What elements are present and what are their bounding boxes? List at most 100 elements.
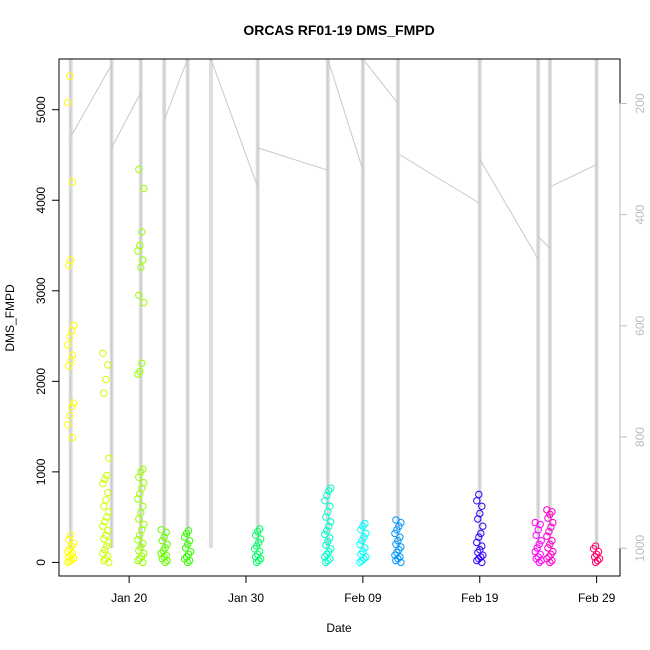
data-point-rf08 bbox=[361, 519, 369, 528]
data-point-rf12 bbox=[545, 527, 553, 536]
data-point-rf08 bbox=[361, 544, 369, 552]
data-point-rf07 bbox=[326, 534, 334, 542]
overlay-profile-band bbox=[395, 59, 400, 549]
data-point-rf04 bbox=[158, 537, 166, 545]
data-point-rf02 bbox=[102, 496, 110, 504]
data-point-rf06 bbox=[257, 535, 265, 543]
data-point-rf03 bbox=[135, 515, 143, 523]
x-tick-label: Feb 19 bbox=[461, 591, 499, 605]
x-tick-label: Jan 30 bbox=[228, 591, 264, 605]
data-point-rf01 bbox=[69, 178, 77, 186]
overlay-profile-band bbox=[547, 59, 552, 549]
data-point-rf02 bbox=[99, 522, 107, 530]
y-tick-label: 4000 bbox=[34, 187, 48, 214]
data-point-rf02 bbox=[100, 535, 108, 543]
data-point-rf09 bbox=[395, 522, 403, 530]
data-point-rf01 bbox=[64, 98, 72, 107]
data-point-rf02 bbox=[101, 546, 109, 554]
data-point-rf10 bbox=[479, 522, 487, 530]
data-point-rf08 bbox=[357, 526, 365, 534]
data-point-rf03 bbox=[139, 465, 147, 473]
data-point-rf12 bbox=[548, 508, 556, 516]
data-point-rf11 bbox=[531, 518, 539, 527]
right-tick-label: 200 bbox=[633, 93, 647, 113]
overlay-polyline bbox=[70, 57, 598, 549]
data-point-rf11 bbox=[533, 544, 541, 552]
data-point-rf05 bbox=[184, 527, 193, 535]
data-point-rf07 bbox=[323, 491, 331, 500]
data-point-rf01 bbox=[66, 333, 74, 341]
data-point-rf08 bbox=[360, 533, 368, 541]
data-point-rf05 bbox=[185, 537, 194, 545]
data-point-rf02 bbox=[105, 454, 113, 462]
data-point-rf03 bbox=[135, 546, 143, 555]
overlay-profile-band bbox=[477, 59, 482, 549]
right-axis: 200 400 600 800 1000 bbox=[619, 93, 647, 562]
data-point-rf09 bbox=[392, 516, 400, 524]
data-point-rf12 bbox=[544, 514, 552, 522]
data-point-rf02 bbox=[101, 475, 109, 483]
data-point-rf05 bbox=[186, 547, 195, 556]
data-point-rf07 bbox=[327, 484, 335, 492]
x-axis-label: Date bbox=[326, 621, 352, 635]
y-tick-label: 3000 bbox=[34, 277, 48, 304]
data-point-rf08 bbox=[359, 547, 367, 556]
data-point-rf03 bbox=[139, 256, 147, 264]
data-point-rf08 bbox=[362, 529, 370, 538]
data-point-rf03 bbox=[140, 520, 148, 529]
data-point-rf08 bbox=[356, 540, 364, 548]
data-point-rf02 bbox=[100, 389, 108, 397]
data-point-rf01 bbox=[69, 351, 77, 359]
data-point-rf08 bbox=[360, 555, 368, 563]
data-point-rf03 bbox=[138, 359, 146, 367]
data-point-rf03 bbox=[136, 241, 144, 250]
y-tick-label: 5000 bbox=[34, 96, 48, 123]
data-point-rf11 bbox=[535, 540, 543, 548]
data-point-rf12 bbox=[549, 518, 557, 527]
right-tick-label: 600 bbox=[633, 316, 647, 336]
data-point-rf04 bbox=[161, 544, 169, 552]
data-point-rf02 bbox=[99, 549, 107, 558]
data-point-rf03 bbox=[140, 184, 148, 193]
right-tick-label: 400 bbox=[633, 204, 647, 224]
data-point-rf09 bbox=[393, 526, 401, 534]
data-point-rf10 bbox=[475, 533, 483, 541]
data-point-rf01 bbox=[64, 341, 72, 349]
data-point-rf11 bbox=[532, 555, 540, 563]
data-point-rf08 bbox=[356, 558, 364, 567]
data-point-rf01 bbox=[68, 403, 76, 411]
overlay-profile-band bbox=[325, 59, 330, 549]
data-point-rf09 bbox=[394, 537, 402, 545]
data-point-rf05 bbox=[183, 540, 192, 548]
data-point-rf07 bbox=[327, 518, 335, 526]
data-point-rf06 bbox=[253, 542, 261, 550]
data-point-rf03 bbox=[139, 539, 147, 548]
data-point-rf07 bbox=[323, 527, 331, 535]
data-point-rf02 bbox=[103, 471, 111, 480]
data-point-rf12 bbox=[546, 540, 554, 548]
data-point-rf09 bbox=[396, 533, 404, 541]
data-point-rf07 bbox=[327, 545, 335, 553]
data-point-rf10 bbox=[478, 542, 486, 550]
data-point-rf10 bbox=[476, 509, 484, 518]
data-point-rf03 bbox=[135, 165, 143, 174]
data-point-rf13 bbox=[591, 542, 600, 550]
data-point-rf12 bbox=[543, 555, 551, 563]
data-point-rf02 bbox=[102, 375, 110, 384]
data-point-rf03 bbox=[135, 291, 143, 299]
right-tick-label: 800 bbox=[633, 427, 647, 447]
overlay-profile-band bbox=[594, 59, 599, 549]
data-point-rf12 bbox=[549, 547, 557, 556]
y-tick-label: 0 bbox=[34, 559, 48, 566]
data-point-rf01 bbox=[69, 433, 77, 442]
data-point-rf01 bbox=[67, 531, 75, 539]
data-point-rf07 bbox=[321, 530, 329, 539]
data-point-rf02 bbox=[100, 556, 108, 565]
data-point-rf03 bbox=[137, 543, 145, 551]
data-point-rf02 bbox=[99, 479, 107, 488]
overlay-profile-band bbox=[208, 59, 213, 549]
y-tick-label: 1000 bbox=[34, 458, 48, 485]
data-point-rf01 bbox=[66, 412, 74, 420]
data-point-rf02 bbox=[104, 527, 112, 535]
